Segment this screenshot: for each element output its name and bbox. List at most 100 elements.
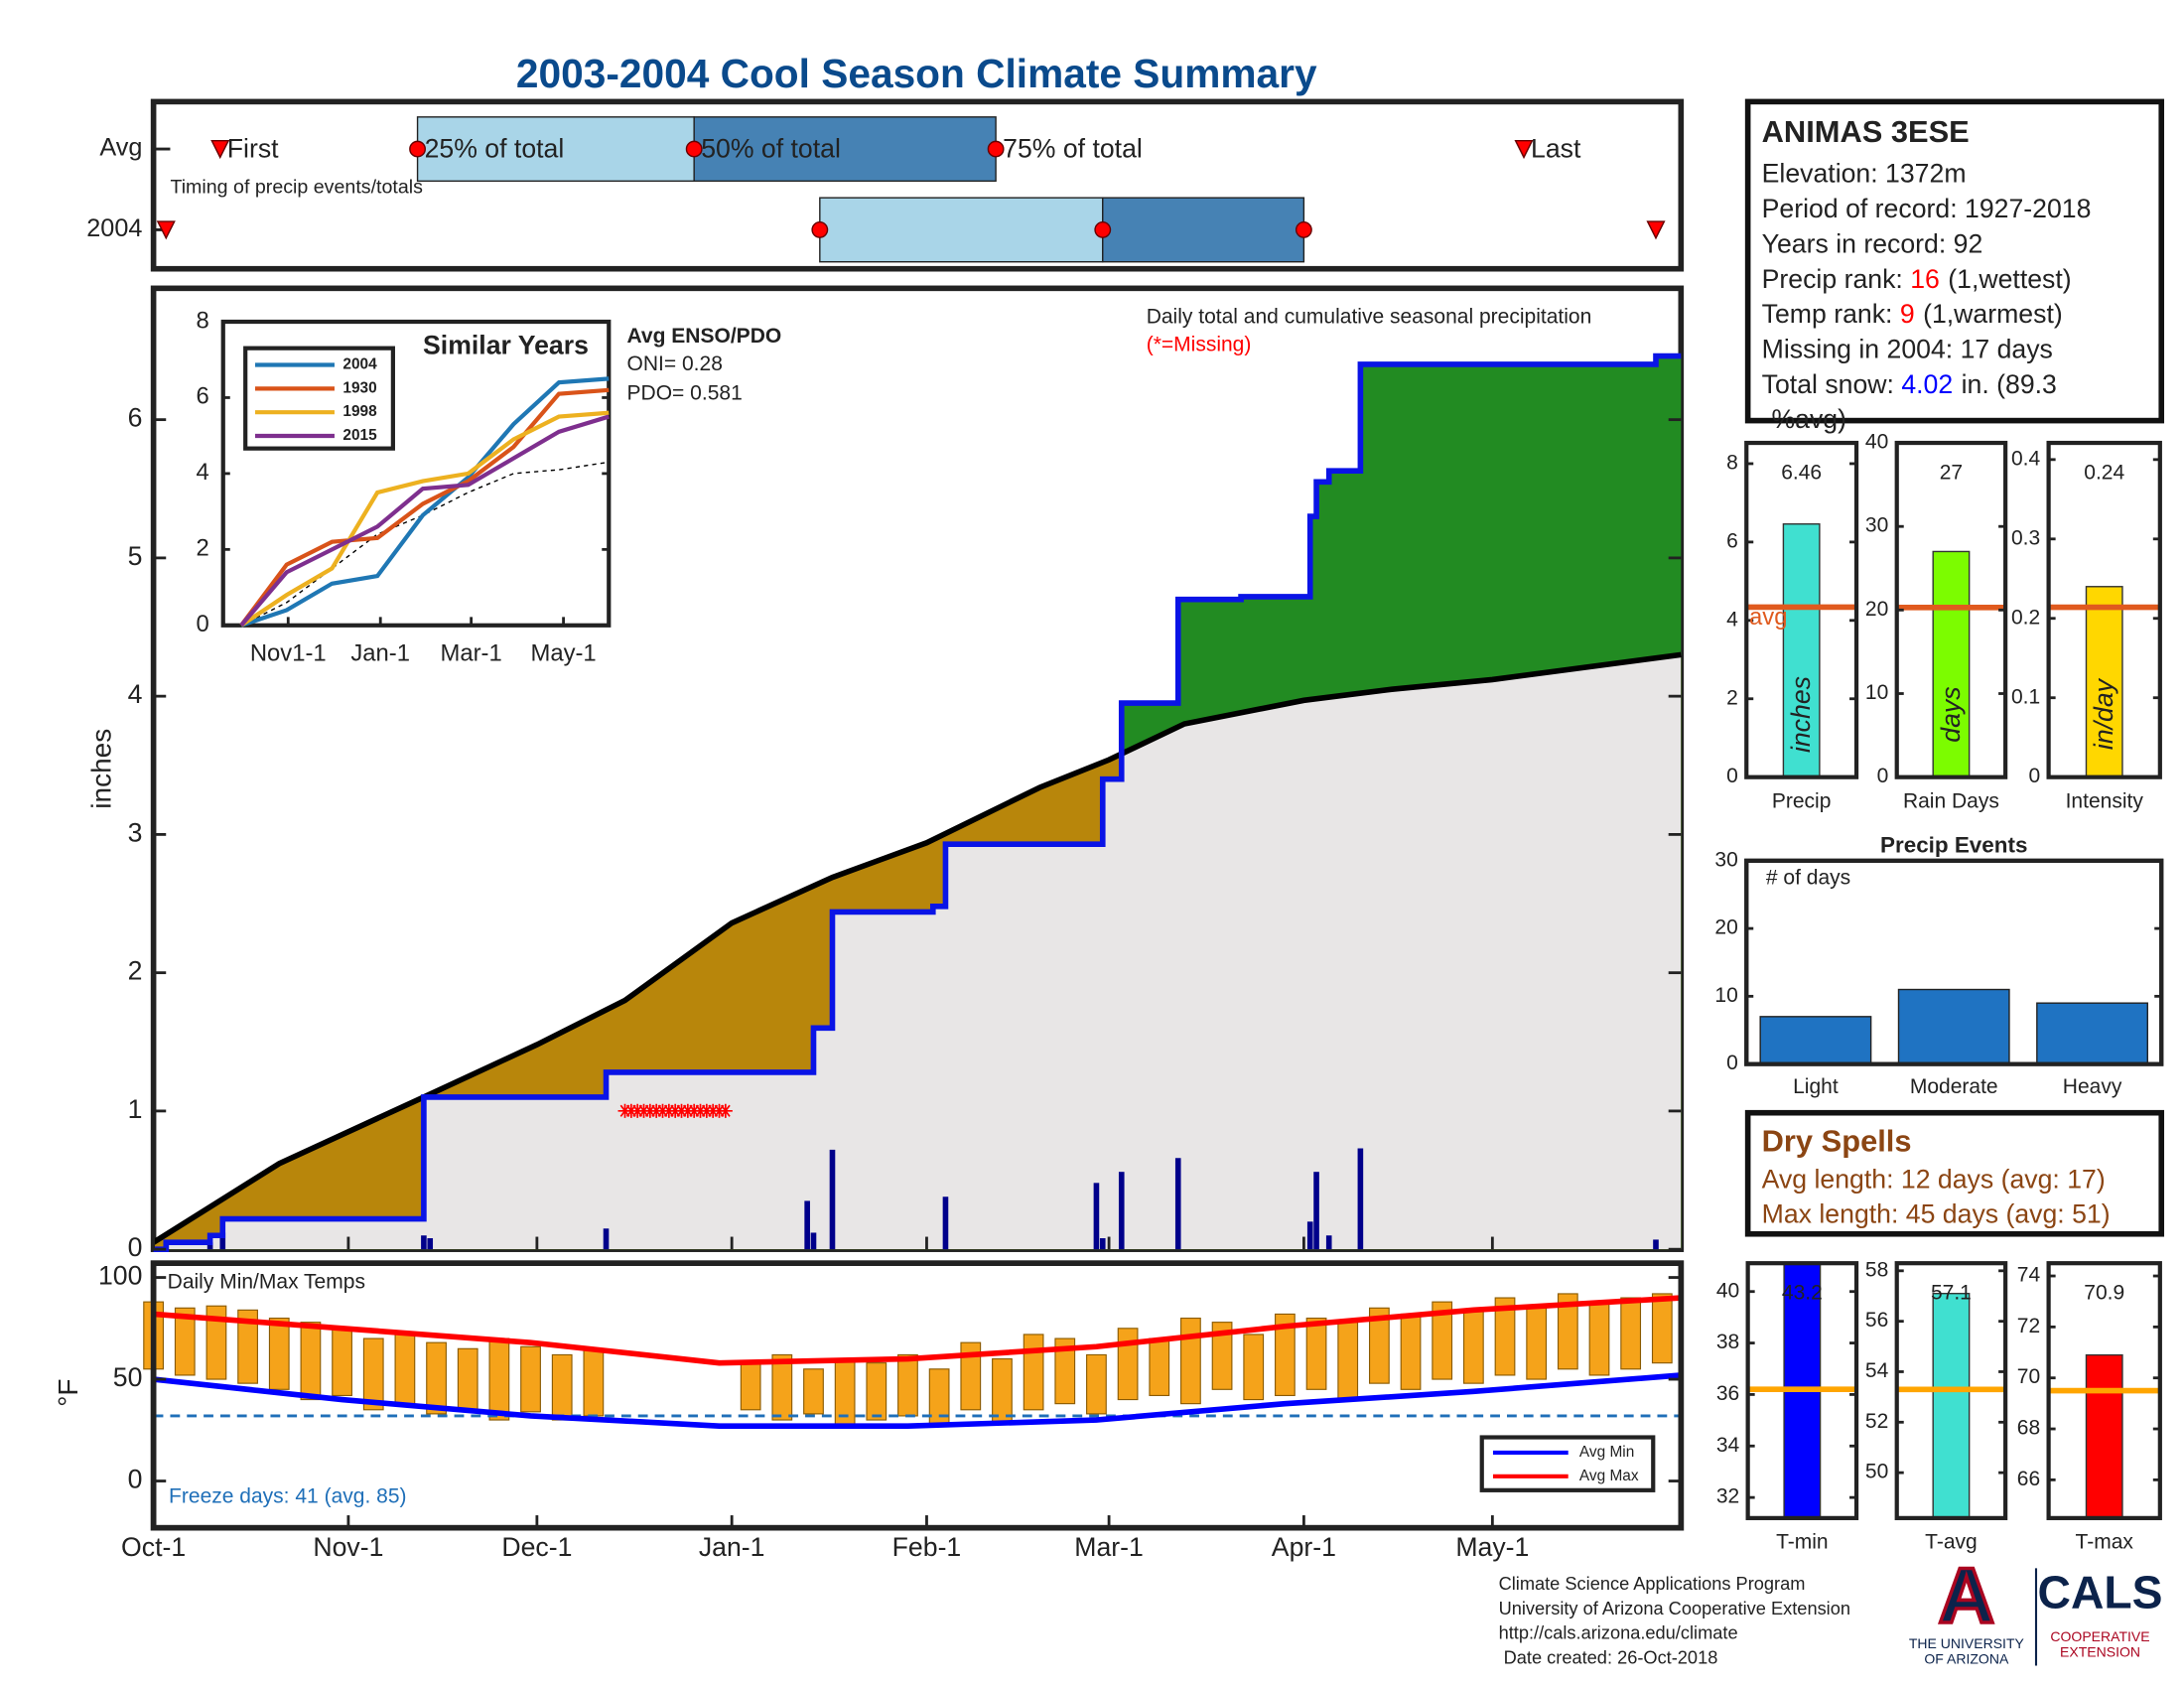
value-label: 43.2 [1782,1282,1823,1305]
y-tick-label: 38 [1716,1331,1739,1353]
station-text: Temp rank: [1762,299,1900,329]
average-cumulative-line [152,651,1682,1245]
footer-line: Date created: 26-Oct-2018 [1499,1646,1718,1667]
legend-label: Avg Max [1579,1468,1639,1484]
y-tick-label: 10 [1865,681,1888,704]
quartile-marker [1094,221,1112,238]
freeze-note: Freeze days: 41 (avg. 85) [169,1484,406,1507]
quartile-marker [1295,221,1312,238]
temp-range-bar [174,1307,196,1376]
x-tick-label: Jan-1 [699,1532,765,1562]
temp-range-bar [237,1309,258,1384]
quartile-box [416,116,695,183]
axes-frame [2046,440,2162,779]
daily-bar [1325,1235,1332,1250]
temp-range-bar [960,1341,982,1411]
temp-range-bar [1337,1322,1359,1401]
axes-frame [1894,1261,2008,1520]
chart-title: Daily Min/Max Temps [168,1270,365,1293]
gauge-label: Rain Days [1903,789,1999,812]
temp-range-bar [1054,1337,1076,1405]
y-tick-label: 52 [1865,1410,1888,1433]
y-tick-label: 66 [2017,1468,2040,1490]
cals-sub: COOPERATIVE [2050,1628,2149,1644]
legend-label: 1930 [342,379,376,396]
daily-bar [219,1232,226,1250]
footer-line: http://cals.arizona.edu/climate [1499,1622,1738,1643]
footer-line: University of Arizona Cooperative Extens… [1499,1598,1850,1618]
series-line [239,414,610,628]
station-note: (1,wettest) [1948,264,2071,294]
temp-range-bar [866,1362,887,1421]
quartile-box [693,116,997,183]
y-axis-label: inches [86,729,117,809]
y-tick-label: 0.3 [2011,526,2040,549]
marker-label: 75% of total [1003,134,1143,164]
gauge-label: Intensity [2066,789,2144,812]
y-tick-label: 0 [1726,1052,1738,1074]
y-tick-label: 0 [128,1465,143,1494]
y-tick-label: 32 [1716,1485,1739,1508]
station-value: 4.02 [1901,369,1953,399]
figure-title: 2003-2004 Cool Season Climate Summary [516,51,1317,96]
y-tick-label: 6 [128,403,143,433]
x-tick-label: Moderate [1910,1075,1998,1098]
temp-range-bar [1086,1353,1107,1415]
y-tick-label: 0 [1877,765,1889,787]
daily-bar [206,1242,213,1250]
temp-range-bar [740,1362,761,1411]
axes-frame [1745,1261,1859,1520]
y-tick-label: 40 [1716,1279,1739,1302]
temp-range-bar [426,1341,447,1415]
station-value: 16 [1910,264,1940,294]
axes-frame [1744,440,1859,779]
series-line [239,410,610,628]
y-tick-label: 36 [1716,1382,1739,1405]
temp-range-bar [1211,1322,1233,1390]
y-tick-label: 20 [1865,598,1888,621]
station-line: Period of record: 1927-2018 [1762,194,2092,223]
station-value: 9 [1900,299,1915,329]
quartile-marker [987,140,1005,158]
temp-range-bar [771,1353,793,1421]
value-label: 57.1 [1931,1282,1972,1305]
y-tick-label: 6 [196,383,208,410]
unit-label: in/day [2089,677,2118,750]
temp-range-bar [1526,1305,1548,1380]
y-tick-label: 10 [1714,984,1737,1007]
daily-bar [427,1238,434,1250]
temp-range-bar [1117,1328,1139,1401]
temp-range-bar [1400,1313,1422,1390]
station-line: Total snow: 4.02 in. (89.3 [1762,369,2057,399]
station-note: (1,warmest) [1923,299,2063,329]
university-name: THE UNIVERSITY [1909,1635,2025,1651]
temp-range-bar [1149,1337,1170,1397]
temp-range-bar [992,1357,1013,1425]
temp-range-bar [1651,1293,1673,1364]
y-tick-label: 30 [1865,514,1888,537]
gauge-bar [1932,1292,1971,1518]
x-tick-label: Dec-1 [501,1532,572,1562]
inset-title: Similar Years [423,330,589,359]
temp-range-bar [394,1334,416,1405]
event-marker [1646,220,1666,240]
marker-label: Last [1531,134,1581,164]
chart-title: Precip Events [1880,833,2027,858]
temp-range-bar [834,1357,856,1425]
temp-range-bar [1557,1293,1578,1370]
temp-range-bar [1494,1297,1516,1376]
x-tick-label: Jan-1 [350,640,410,667]
marker-label: 25% of total [425,134,565,164]
daily-bar [1099,1238,1106,1250]
temp-range-bar [1588,1301,1610,1376]
daily-bar [804,1200,810,1250]
average-line [240,461,610,627]
station-box [1744,98,2165,424]
temp-range-bar [1023,1334,1044,1411]
daily-bar [829,1149,836,1250]
y-tick-label: 100 [98,1261,142,1291]
y-tick-label: 0 [2028,765,2040,787]
x-tick-label: Nov1-1 [250,640,327,667]
y-tick-label: 54 [1865,1359,1889,1382]
temp-range-bar [1243,1334,1265,1401]
